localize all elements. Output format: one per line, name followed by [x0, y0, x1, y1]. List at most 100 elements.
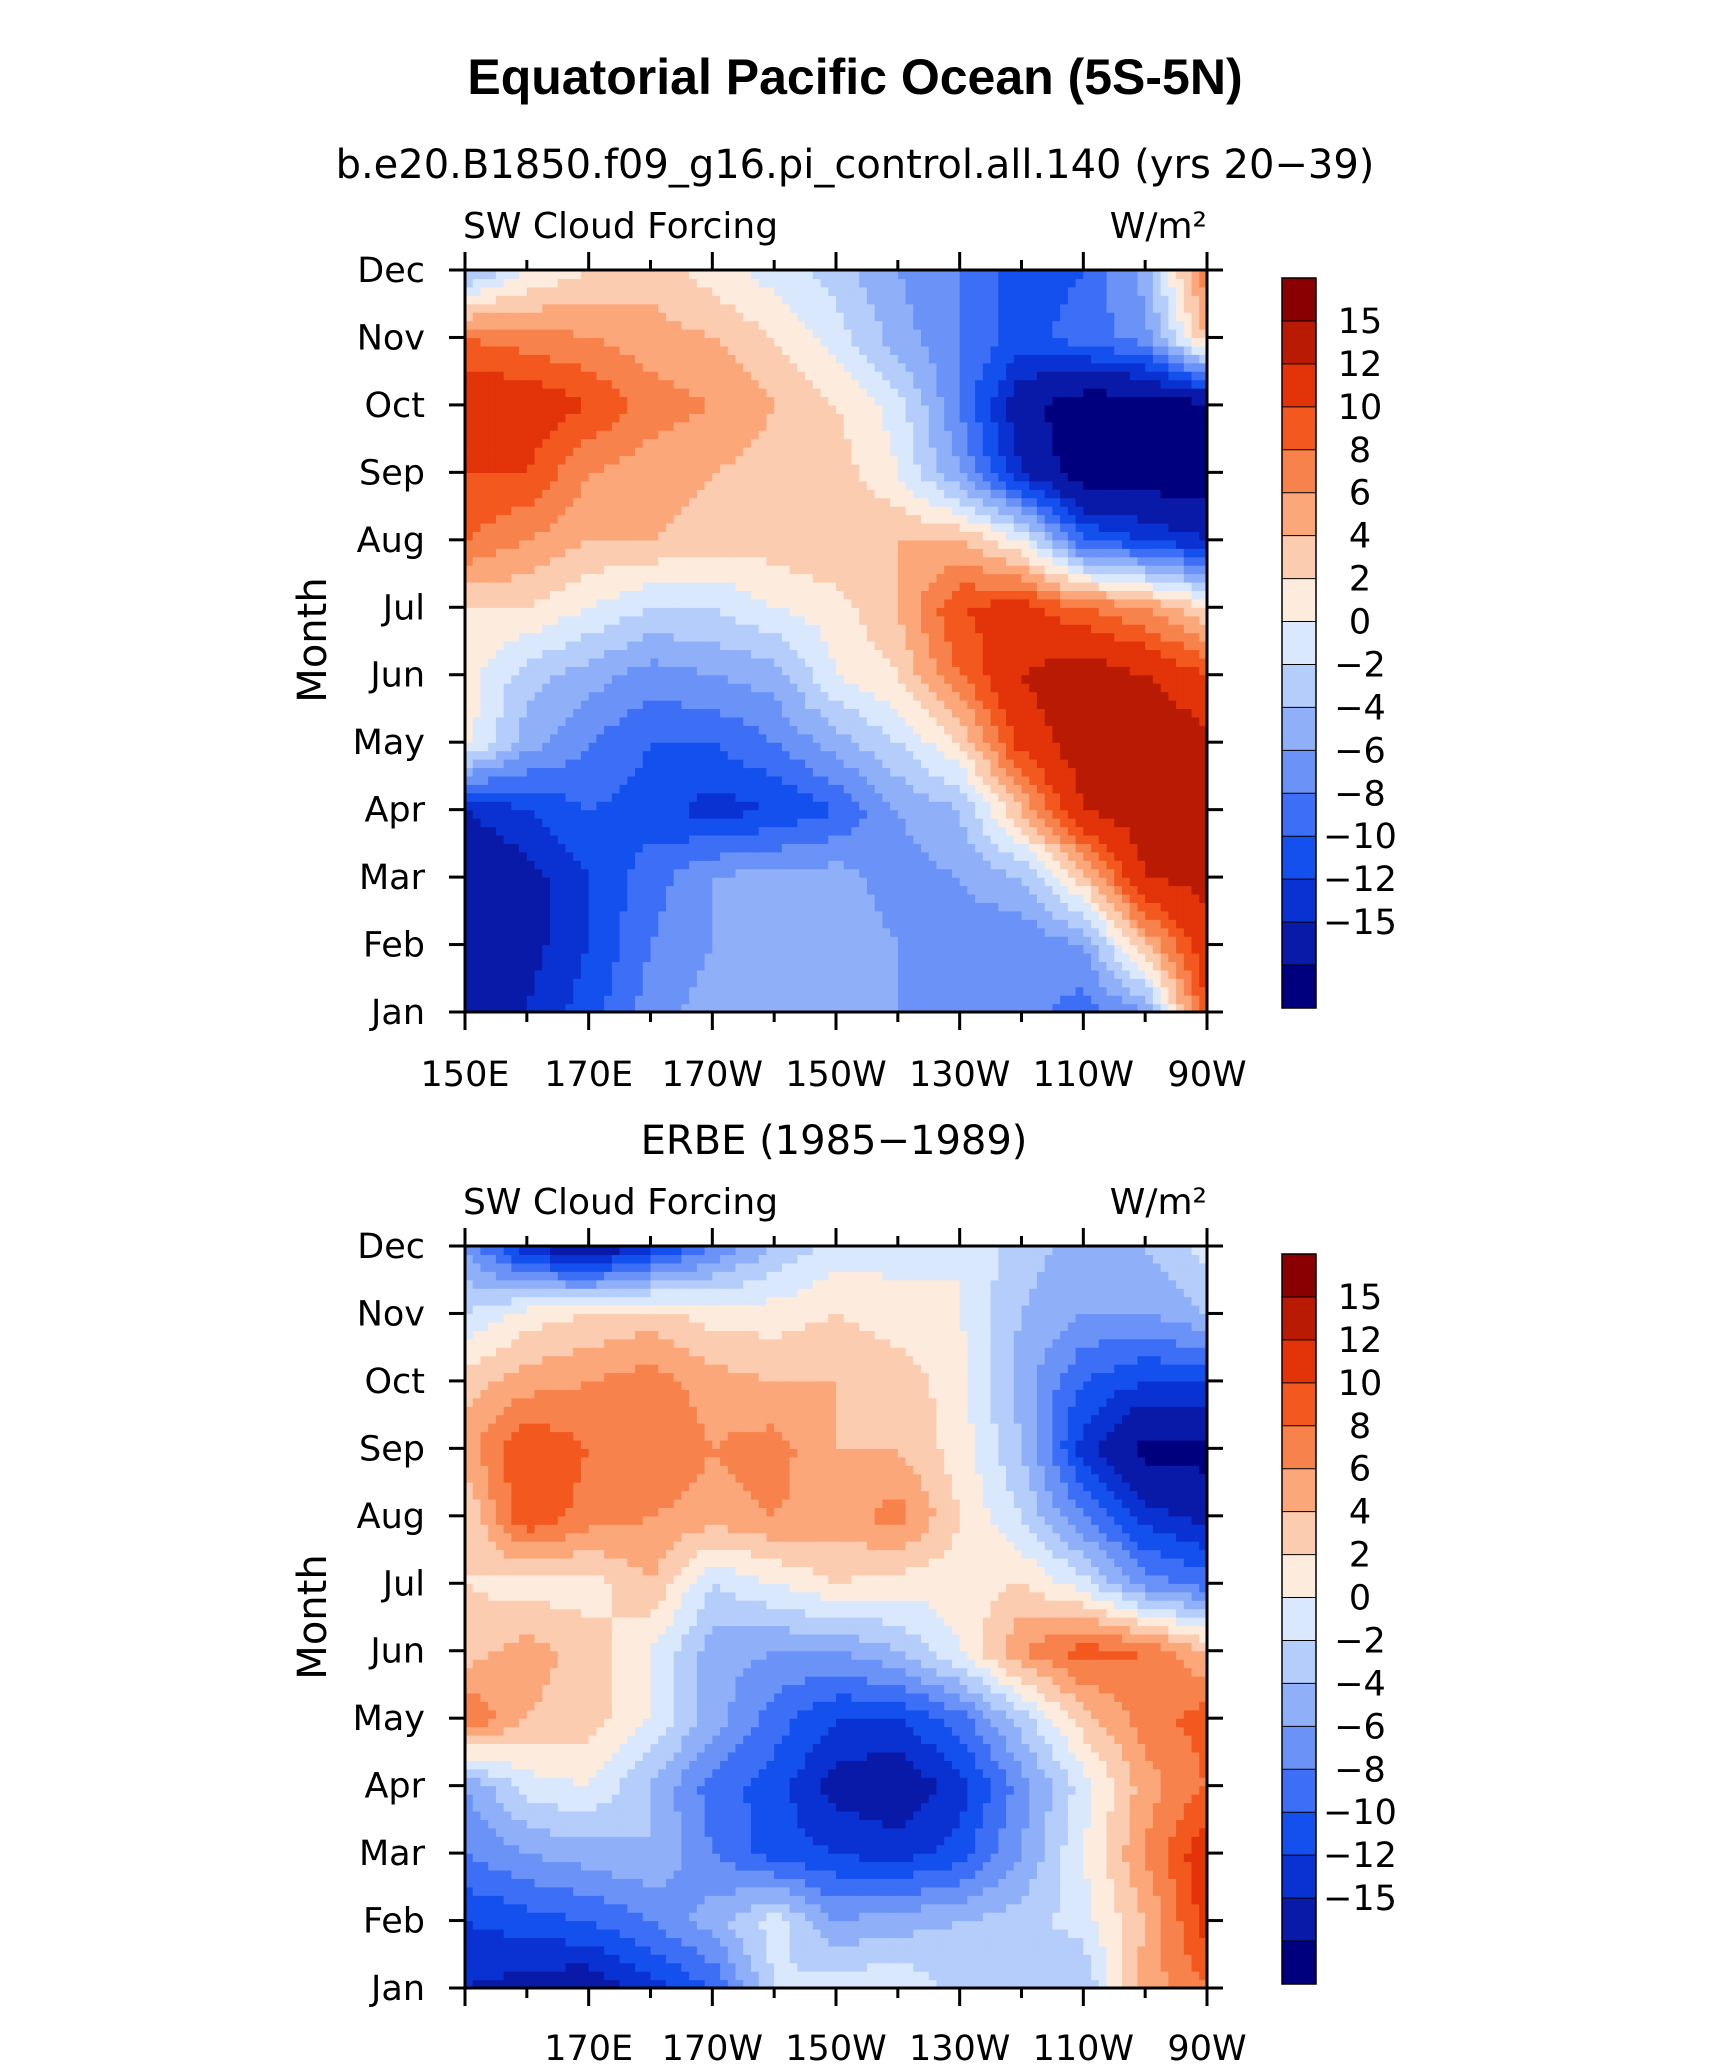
heatmap-cell — [526, 666, 536, 676]
heatmap-cell — [658, 725, 667, 735]
heatmap-cell — [1191, 615, 1200, 625]
heatmap-cell — [580, 716, 590, 726]
heatmap-cell — [1152, 978, 1162, 988]
heatmap-cell — [758, 986, 768, 996]
heatmap-cell — [596, 961, 605, 971]
heatmap-cell — [1121, 826, 1131, 836]
heatmap-cell — [1075, 590, 1084, 600]
heatmap-cell — [1075, 725, 1084, 735]
heatmap-cell — [859, 919, 868, 929]
heatmap-cell — [720, 818, 729, 828]
heatmap-cell — [905, 759, 914, 769]
heatmap-cell — [1121, 919, 1131, 929]
heatmap-cell — [836, 641, 845, 651]
heatmap-cell — [627, 843, 636, 853]
heatmap-cell — [1052, 750, 1061, 760]
heatmap-cell — [921, 877, 930, 887]
heatmap-cell — [1176, 818, 1185, 828]
heatmap-cell — [797, 801, 806, 811]
heatmap-cell — [921, 986, 930, 996]
heatmap-cell — [542, 750, 551, 760]
heatmap-cell — [1145, 885, 1154, 895]
heatmap-cell — [611, 716, 621, 726]
heatmap-cell — [1067, 649, 1077, 659]
heatmap-cell — [1083, 641, 1092, 651]
heatmap-cell — [619, 691, 628, 701]
heatmap-cell — [1006, 868, 1015, 878]
heatmap-cell — [750, 809, 760, 819]
heatmap-cell — [1176, 936, 1185, 946]
heatmap-cell — [1160, 818, 1169, 828]
heatmap-cell — [619, 700, 628, 710]
heatmap-cell — [542, 851, 551, 861]
heatmap-cell — [866, 657, 876, 667]
heatmap-cell — [1106, 927, 1115, 937]
heatmap-cell — [1060, 615, 1069, 625]
heatmap-cell — [766, 834, 775, 844]
heatmap-cell — [750, 615, 760, 625]
heatmap-cell — [913, 750, 922, 760]
heatmap-cell — [480, 598, 489, 608]
heatmap-cell — [1075, 759, 1084, 769]
heatmap-cell — [1106, 826, 1115, 836]
heatmap-cell — [696, 919, 706, 929]
heatmap-cell — [859, 910, 868, 920]
heatmap-cell — [890, 885, 899, 895]
heatmap-cell — [1067, 978, 1077, 988]
heatmap-cell — [982, 818, 992, 828]
heatmap-cell — [998, 893, 1007, 903]
heatmap-cell — [642, 750, 652, 760]
heatmap-cell — [951, 607, 961, 617]
heatmap-cell — [627, 767, 636, 777]
heatmap-cell — [1183, 995, 1193, 1005]
heatmap-cell — [550, 834, 559, 844]
heatmap-cell — [1121, 860, 1131, 870]
heatmap-cell — [913, 927, 922, 937]
heatmap-cell — [488, 624, 497, 634]
heatmap-cell — [596, 581, 605, 592]
heatmap-cell — [789, 641, 798, 651]
heatmap-cell — [642, 834, 652, 844]
heatmap-cell — [1176, 632, 1185, 642]
heatmap-cell — [766, 700, 775, 710]
heatmap-cell — [480, 590, 489, 600]
heatmap-cell — [1145, 843, 1154, 853]
heatmap-cell — [789, 877, 798, 887]
heatmap-cell — [465, 624, 474, 634]
heatmap-cell — [727, 834, 737, 844]
heatmap-cell — [488, 936, 497, 946]
heatmap-cell — [921, 573, 930, 583]
heatmap-cell — [1075, 716, 1084, 726]
heatmap-cell — [1052, 657, 1061, 667]
heatmap-cell — [797, 624, 806, 634]
heatmap-cell — [812, 674, 822, 684]
heatmap-cell — [735, 598, 744, 608]
heatmap-cell — [503, 733, 512, 743]
heatmap-cell — [550, 961, 559, 971]
heatmap-cell — [1106, 860, 1115, 870]
heatmap-cell — [1013, 590, 1023, 600]
heatmap-cell — [766, 919, 775, 929]
heatmap-cell — [897, 775, 907, 785]
heatmap-cell — [975, 1003, 984, 1013]
heatmap-cell — [998, 801, 1007, 811]
heatmap-cell — [650, 750, 659, 760]
heatmap-cell — [1021, 885, 1030, 895]
heatmap-cell — [1098, 641, 1108, 651]
heatmap-cell — [658, 986, 667, 996]
heatmap-cell — [1152, 767, 1162, 777]
heatmap-cell — [542, 742, 551, 752]
heatmap-cell — [967, 708, 976, 718]
heatmap-cell — [944, 649, 953, 659]
heatmap-cell — [1075, 961, 1084, 971]
heatmap-cell — [1160, 1003, 1169, 1013]
heatmap-cell — [696, 725, 706, 735]
heatmap-cell — [673, 944, 683, 954]
heatmap-cell — [557, 978, 567, 988]
heatmap-cell — [472, 691, 482, 701]
heatmap-cell — [673, 759, 683, 769]
heatmap-cell — [859, 877, 868, 887]
heatmap-cell — [519, 700, 528, 710]
heatmap-cell — [642, 691, 652, 701]
heatmap-cell — [1083, 624, 1092, 634]
